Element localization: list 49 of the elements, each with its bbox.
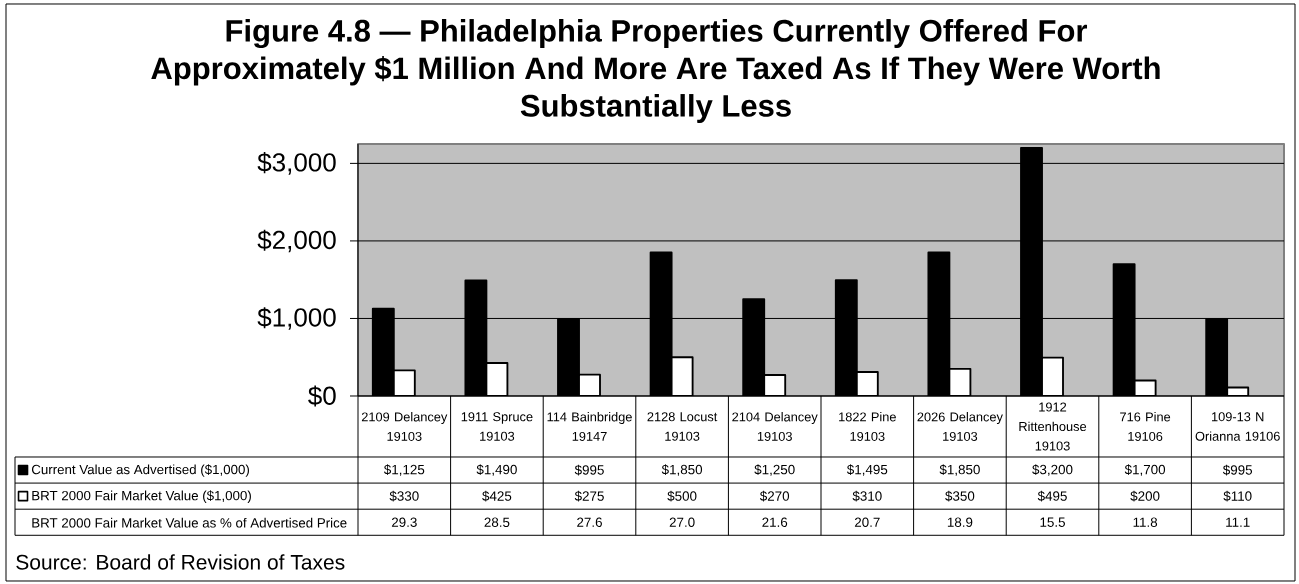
x-tick-label: 114 Bainbridge 19147 (547, 412, 632, 441)
data-label: $1,850 (939, 464, 980, 476)
text: 15.5 (1040, 517, 1065, 527)
y-tick-label: $1,000 (257, 307, 336, 330)
data-label: $425 (482, 490, 512, 502)
data-label: $275 (574, 490, 604, 502)
data-label: $3,200 (1032, 464, 1073, 476)
text: 29.3 (391, 517, 417, 527)
data-label: $270 (759, 490, 790, 502)
data-label: $1,700 (1124, 464, 1166, 476)
text: 27.0 (669, 517, 695, 527)
data-label: $1,250 (754, 464, 795, 476)
x-tick-label: 109-13 N Orianna 19106 (1195, 412, 1280, 441)
text: 28.5 (484, 517, 510, 527)
x-tick-label: 1822 Pine 19103 (839, 412, 896, 441)
data-label: $1,850 (661, 464, 703, 476)
x-tick-label: 716 Pine 19106 (1120, 412, 1171, 441)
legend-label: Current Value as Advertised ($1,000) (31, 464, 249, 477)
text: 21.6 (762, 517, 788, 527)
x-tick-label: 1912 Rittenhouse 19103 (1019, 402, 1087, 451)
x-tick-label: 2026 Delancey 19103 (917, 412, 1003, 441)
data-label: $995 (1222, 464, 1253, 476)
x-tick-label: 2109 Delancey 19103 (361, 412, 448, 441)
data-label: $995 (574, 464, 604, 476)
data-label: $350 (945, 490, 975, 502)
text: 18.9 (947, 517, 973, 527)
chart-title: Figure 4.8 — Philadelphia Properties Currently Offered For Approximately $1 Million And More Are Taxed As If They Were Worth Substantially Less (151, 19, 1160, 123)
data-label: $1,495 (846, 464, 888, 476)
source-note: Source: Board of Revision of Taxes (16, 554, 345, 570)
data-label: $330 (389, 490, 419, 502)
x-tick-label: 2128 Locust 19103 (647, 412, 718, 441)
data-label: $495 (1037, 490, 1067, 502)
text: BRT 2000 Fair Market Value as % of Advertised Price (32, 517, 347, 528)
legend-label: BRT 2000 Fair Market Value ($1,000) (32, 490, 251, 503)
x-tick-label: 1911 Spruce 19103 (461, 412, 533, 441)
x-tick-label: 2104 Delancey 19103 (732, 412, 818, 441)
text: 27.6 (577, 517, 602, 527)
y-tick-label: $2,000 (257, 229, 336, 253)
data-label: $310 (852, 490, 882, 502)
data-label: $500 (667, 490, 697, 502)
text: 20.7 (854, 517, 880, 527)
data-label: $110 (1223, 490, 1252, 502)
text: 11.1 (1226, 517, 1250, 527)
y-tick-label: $3,000 (257, 152, 336, 175)
data-label: $200 (1130, 490, 1160, 502)
data-label: $1,490 (476, 464, 517, 476)
text: 11.8 (1133, 517, 1158, 527)
y-tick-label: $0 (308, 385, 336, 407)
data-label: $1,125 (383, 464, 425, 476)
